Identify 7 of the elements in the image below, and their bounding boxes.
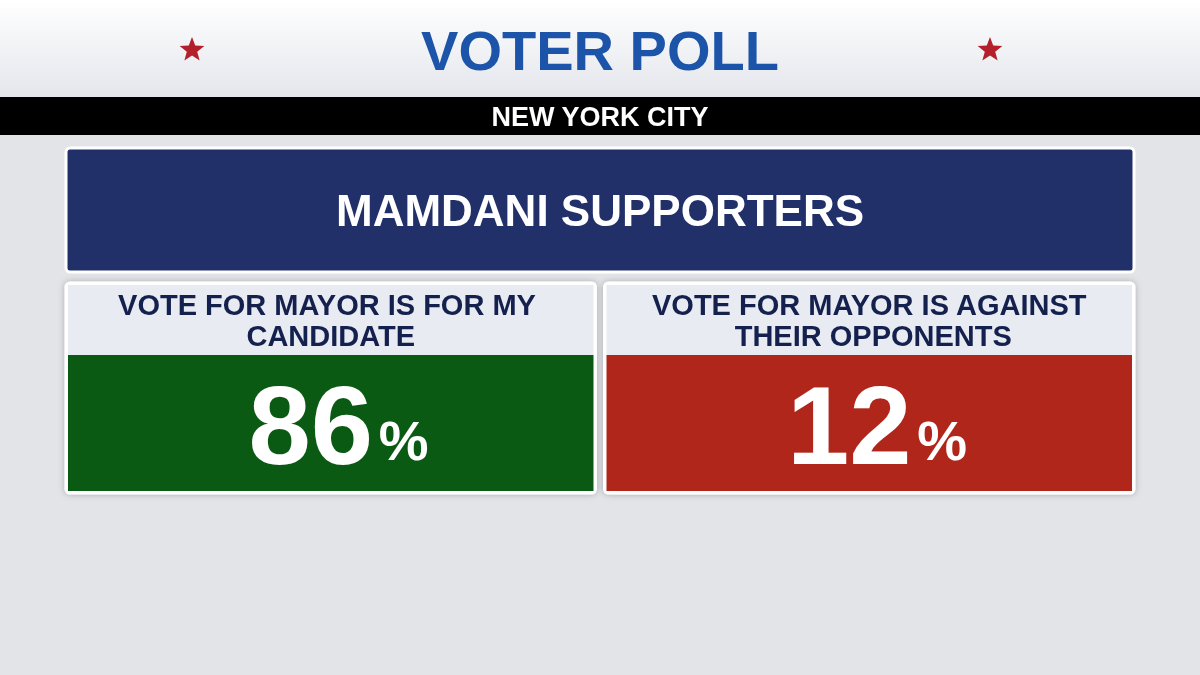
text: NEW YORK CITY bbox=[491, 102, 709, 132]
category-label: VOTE FOR MAYOR IS AGAINST THEIR OPPONENTS bbox=[651, 288, 1087, 352]
data-label: 86% bbox=[248, 362, 429, 488]
text: MAMDANI SUPPORTERS bbox=[335, 185, 865, 235]
data-label: 12% bbox=[786, 362, 968, 488]
text: VOTER POLL bbox=[421, 18, 779, 82]
category-label: VOTE FOR MAYOR IS FOR MY CANDIDATE bbox=[118, 288, 544, 352]
